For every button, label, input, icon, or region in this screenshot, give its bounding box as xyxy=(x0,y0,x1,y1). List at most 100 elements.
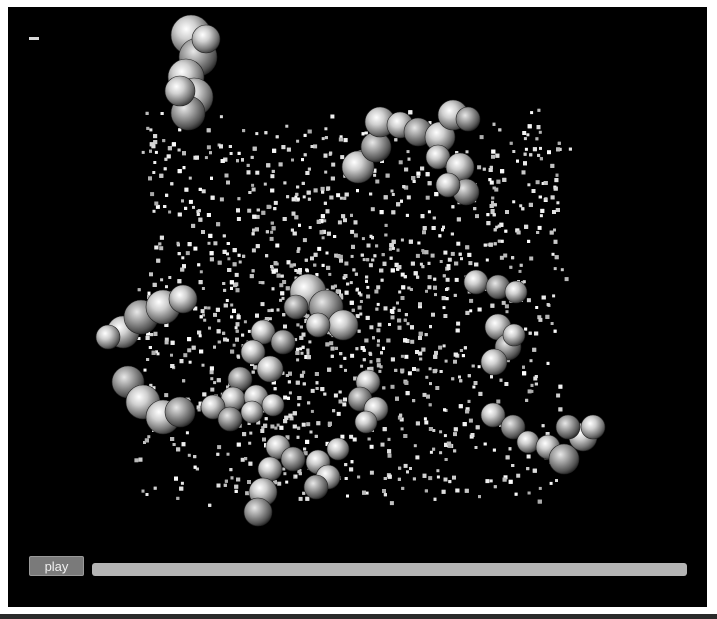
atom-sphere xyxy=(243,497,273,527)
particle xyxy=(501,300,506,305)
particle xyxy=(164,337,169,342)
particle xyxy=(411,176,416,181)
particle xyxy=(425,172,430,177)
particle xyxy=(413,271,418,276)
particle xyxy=(539,157,543,161)
particle xyxy=(179,486,184,491)
play-button[interactable]: play xyxy=(29,556,84,576)
particle xyxy=(486,221,491,226)
particle xyxy=(327,367,332,372)
particle xyxy=(473,381,478,385)
particle xyxy=(145,493,149,496)
particle xyxy=(216,452,220,456)
particle xyxy=(369,325,374,330)
particle xyxy=(454,261,459,266)
particle xyxy=(453,427,458,432)
particle xyxy=(416,171,421,176)
particle xyxy=(499,255,504,260)
particle xyxy=(338,137,343,142)
bottom-divider xyxy=(0,614,717,619)
particle xyxy=(350,460,354,464)
particle xyxy=(534,375,538,378)
particle xyxy=(486,213,490,217)
particle xyxy=(532,347,537,352)
particle xyxy=(355,347,359,351)
particle xyxy=(326,187,330,191)
particle xyxy=(229,468,233,472)
particle xyxy=(339,352,343,356)
particle xyxy=(321,137,325,141)
particle xyxy=(278,162,283,167)
particle xyxy=(182,379,186,383)
particle xyxy=(530,111,534,115)
particle xyxy=(261,210,266,215)
particle xyxy=(238,260,242,264)
particle xyxy=(330,354,334,358)
particle xyxy=(376,302,380,306)
particle xyxy=(364,131,368,135)
particle xyxy=(171,142,176,147)
atom-sphere xyxy=(435,172,461,198)
particle xyxy=(287,380,291,384)
particle xyxy=(453,359,457,364)
particle xyxy=(294,338,298,342)
particle xyxy=(525,398,529,402)
particle xyxy=(389,243,394,248)
particle xyxy=(209,251,214,256)
particle xyxy=(279,298,283,302)
particle xyxy=(288,413,293,418)
particle xyxy=(488,168,493,172)
particle xyxy=(344,477,348,480)
particle xyxy=(230,315,234,319)
atom-sphere xyxy=(580,414,606,440)
particle xyxy=(177,212,182,217)
particle xyxy=(145,111,149,115)
particle xyxy=(265,254,269,258)
particle xyxy=(281,371,285,375)
particle xyxy=(391,239,396,244)
particle xyxy=(504,382,509,386)
atom-sphere xyxy=(191,24,221,54)
particle xyxy=(451,377,455,381)
particle xyxy=(492,213,496,217)
particle xyxy=(391,193,395,196)
particle xyxy=(379,210,384,215)
particle xyxy=(400,368,405,373)
particle xyxy=(422,473,427,478)
particle xyxy=(490,375,493,379)
particle xyxy=(324,170,328,174)
particle xyxy=(418,302,422,307)
particle xyxy=(250,155,254,159)
particle xyxy=(365,275,369,279)
particle xyxy=(344,192,349,197)
particle xyxy=(554,178,559,183)
particle xyxy=(264,417,268,421)
particle xyxy=(553,186,558,191)
particle xyxy=(234,484,239,489)
particle xyxy=(301,422,306,427)
particle xyxy=(433,354,438,359)
particle xyxy=(330,285,335,290)
particle xyxy=(260,429,265,433)
particle xyxy=(352,268,356,272)
particle xyxy=(394,368,398,372)
timeline-slider[interactable] xyxy=(92,563,687,576)
particle xyxy=(225,299,229,302)
particle xyxy=(188,176,192,180)
simulation-viewport[interactable]: play xyxy=(8,7,707,607)
particle xyxy=(331,162,336,167)
particle xyxy=(433,277,437,281)
particle xyxy=(422,226,427,231)
particle xyxy=(427,261,431,265)
particle xyxy=(558,407,563,412)
particle xyxy=(197,263,201,267)
particle xyxy=(498,128,502,132)
atom-sphere xyxy=(480,402,506,428)
particle xyxy=(301,332,306,337)
particle xyxy=(446,441,451,446)
particle xyxy=(275,135,279,139)
particle xyxy=(235,322,240,327)
particle xyxy=(321,236,325,240)
particle xyxy=(489,479,493,483)
particle xyxy=(398,466,402,470)
